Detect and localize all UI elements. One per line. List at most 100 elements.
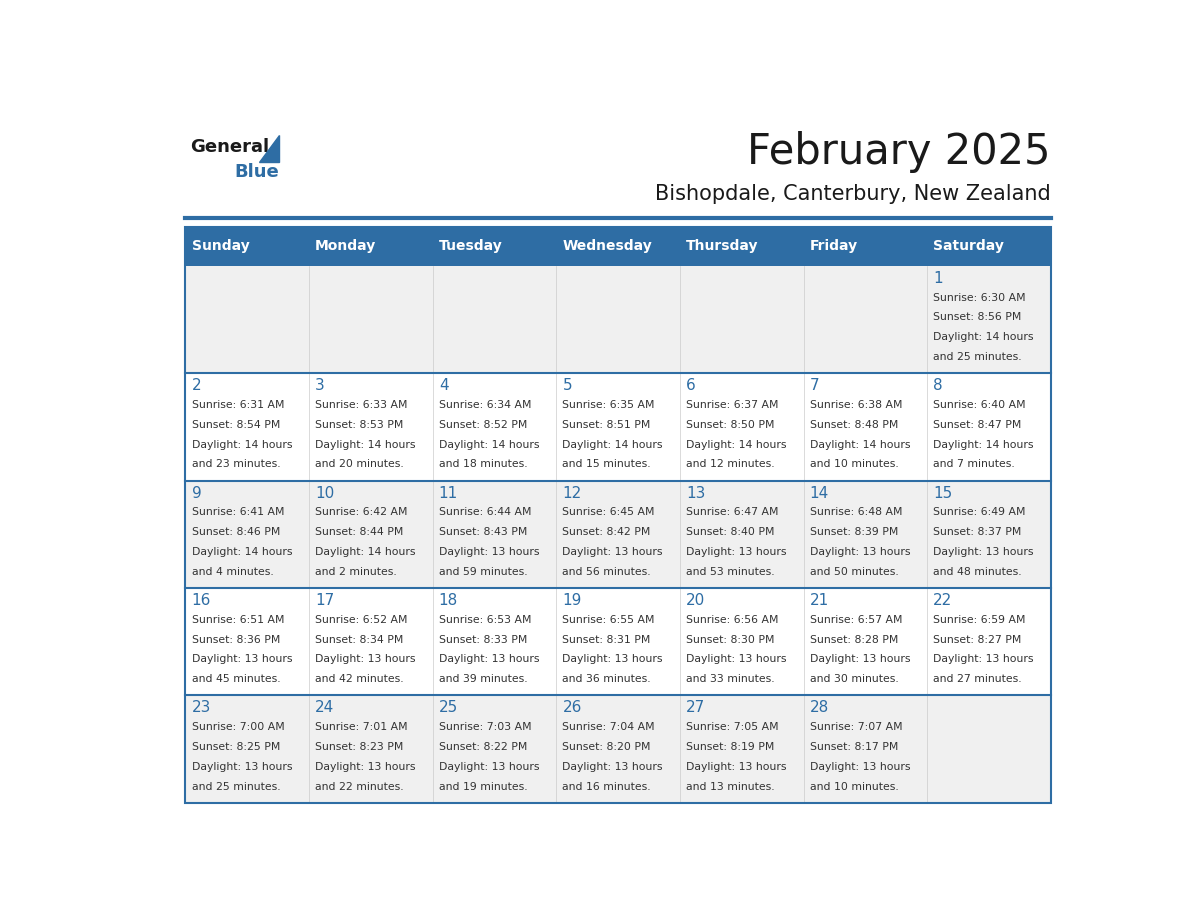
Bar: [309, 696, 432, 803]
Text: Daylight: 13 hours: Daylight: 13 hours: [438, 762, 539, 772]
Text: Daylight: 14 hours: Daylight: 14 hours: [315, 440, 416, 450]
Text: Wednesday: Wednesday: [562, 240, 652, 253]
Text: Sunset: 8:48 PM: Sunset: 8:48 PM: [810, 420, 898, 430]
Text: and 56 minutes.: and 56 minutes.: [562, 566, 651, 577]
Text: 26: 26: [562, 700, 582, 715]
Text: 1: 1: [934, 271, 943, 285]
Bar: [803, 588, 927, 696]
Bar: [680, 373, 803, 480]
Bar: [556, 588, 680, 696]
Text: Daylight: 13 hours: Daylight: 13 hours: [315, 762, 416, 772]
Text: and 15 minutes.: and 15 minutes.: [562, 459, 651, 469]
Text: 10: 10: [315, 486, 334, 500]
Text: Sunrise: 6:49 AM: Sunrise: 6:49 AM: [934, 508, 1025, 518]
Text: and 2 minutes.: and 2 minutes.: [315, 566, 397, 577]
Text: Sunset: 8:53 PM: Sunset: 8:53 PM: [315, 420, 404, 430]
Bar: [927, 480, 1051, 588]
Text: and 23 minutes.: and 23 minutes.: [191, 459, 280, 469]
Text: Daylight: 13 hours: Daylight: 13 hours: [315, 655, 416, 665]
Text: 4: 4: [438, 378, 448, 393]
Bar: [432, 265, 556, 373]
Text: 7: 7: [810, 378, 820, 393]
Text: and 27 minutes.: and 27 minutes.: [934, 674, 1022, 684]
Text: Sunset: 8:23 PM: Sunset: 8:23 PM: [315, 742, 404, 752]
Text: Sunrise: 6:51 AM: Sunrise: 6:51 AM: [191, 615, 284, 625]
Text: Sunset: 8:54 PM: Sunset: 8:54 PM: [191, 420, 280, 430]
Text: Daylight: 13 hours: Daylight: 13 hours: [562, 655, 663, 665]
Text: Sunset: 8:42 PM: Sunset: 8:42 PM: [562, 527, 651, 537]
Text: 28: 28: [810, 700, 829, 715]
Text: and 7 minutes.: and 7 minutes.: [934, 459, 1015, 469]
Text: and 12 minutes.: and 12 minutes.: [685, 459, 775, 469]
Bar: [556, 227, 680, 265]
Text: Sunset: 8:44 PM: Sunset: 8:44 PM: [315, 527, 404, 537]
Text: and 19 minutes.: and 19 minutes.: [438, 781, 527, 791]
Text: Monday: Monday: [315, 240, 377, 253]
Bar: [185, 265, 309, 373]
Polygon shape: [259, 135, 279, 162]
Text: Daylight: 13 hours: Daylight: 13 hours: [685, 762, 786, 772]
Text: Sunrise: 7:03 AM: Sunrise: 7:03 AM: [438, 722, 531, 733]
Text: and 33 minutes.: and 33 minutes.: [685, 674, 775, 684]
Text: 8: 8: [934, 378, 943, 393]
Text: Daylight: 14 hours: Daylight: 14 hours: [315, 547, 416, 557]
Bar: [803, 696, 927, 803]
Text: Sunset: 8:47 PM: Sunset: 8:47 PM: [934, 420, 1022, 430]
Text: 2: 2: [191, 378, 201, 393]
Text: Daylight: 13 hours: Daylight: 13 hours: [191, 762, 292, 772]
Text: Sunset: 8:34 PM: Sunset: 8:34 PM: [315, 634, 404, 644]
Text: Sunrise: 6:47 AM: Sunrise: 6:47 AM: [685, 508, 778, 518]
Text: Daylight: 13 hours: Daylight: 13 hours: [810, 547, 910, 557]
Text: Sunday: Sunday: [191, 240, 249, 253]
Text: Daylight: 14 hours: Daylight: 14 hours: [934, 440, 1034, 450]
Text: 25: 25: [438, 700, 459, 715]
Text: Daylight: 13 hours: Daylight: 13 hours: [191, 655, 292, 665]
Text: Daylight: 13 hours: Daylight: 13 hours: [562, 762, 663, 772]
Text: 9: 9: [191, 486, 201, 500]
Text: Daylight: 14 hours: Daylight: 14 hours: [562, 440, 663, 450]
Text: 27: 27: [685, 700, 706, 715]
Text: Sunrise: 6:31 AM: Sunrise: 6:31 AM: [191, 400, 284, 410]
Text: Sunset: 8:40 PM: Sunset: 8:40 PM: [685, 527, 775, 537]
Text: and 10 minutes.: and 10 minutes.: [810, 781, 898, 791]
Bar: [556, 373, 680, 480]
Text: Daylight: 14 hours: Daylight: 14 hours: [438, 440, 539, 450]
Bar: [803, 480, 927, 588]
Text: Sunset: 8:56 PM: Sunset: 8:56 PM: [934, 312, 1022, 322]
Bar: [680, 227, 803, 265]
Text: Sunset: 8:39 PM: Sunset: 8:39 PM: [810, 527, 898, 537]
Text: Sunrise: 6:57 AM: Sunrise: 6:57 AM: [810, 615, 902, 625]
Bar: [309, 265, 432, 373]
Text: 14: 14: [810, 486, 829, 500]
Text: Sunset: 8:31 PM: Sunset: 8:31 PM: [562, 634, 651, 644]
Text: Daylight: 14 hours: Daylight: 14 hours: [934, 332, 1034, 342]
Text: Friday: Friday: [810, 240, 858, 253]
Text: Sunset: 8:27 PM: Sunset: 8:27 PM: [934, 634, 1022, 644]
Bar: [432, 227, 556, 265]
Text: Daylight: 14 hours: Daylight: 14 hours: [810, 440, 910, 450]
Text: Daylight: 13 hours: Daylight: 13 hours: [562, 547, 663, 557]
Text: February 2025: February 2025: [747, 131, 1051, 174]
Text: 24: 24: [315, 700, 334, 715]
Text: and 48 minutes.: and 48 minutes.: [934, 566, 1022, 577]
Text: and 30 minutes.: and 30 minutes.: [810, 674, 898, 684]
Bar: [432, 480, 556, 588]
Text: 3: 3: [315, 378, 324, 393]
Bar: [556, 696, 680, 803]
Text: Sunrise: 6:40 AM: Sunrise: 6:40 AM: [934, 400, 1026, 410]
Bar: [185, 588, 309, 696]
Text: Sunset: 8:19 PM: Sunset: 8:19 PM: [685, 742, 775, 752]
Bar: [556, 480, 680, 588]
Bar: [185, 480, 309, 588]
Text: Thursday: Thursday: [685, 240, 759, 253]
Bar: [185, 696, 309, 803]
Bar: [680, 480, 803, 588]
Text: Sunrise: 6:33 AM: Sunrise: 6:33 AM: [315, 400, 407, 410]
Text: 11: 11: [438, 486, 459, 500]
Text: Sunset: 8:20 PM: Sunset: 8:20 PM: [562, 742, 651, 752]
Bar: [927, 588, 1051, 696]
Bar: [927, 227, 1051, 265]
Text: and 39 minutes.: and 39 minutes.: [438, 674, 527, 684]
Text: Sunrise: 6:53 AM: Sunrise: 6:53 AM: [438, 615, 531, 625]
Text: Daylight: 13 hours: Daylight: 13 hours: [685, 547, 786, 557]
